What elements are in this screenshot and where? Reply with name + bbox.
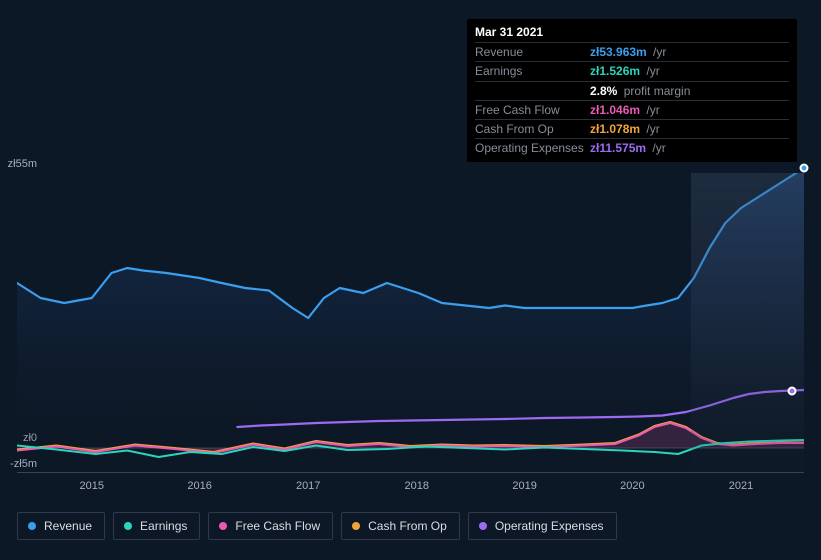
- tooltip-label: Operating Expenses: [475, 140, 590, 156]
- financial-chart[interactable]: [17, 173, 804, 473]
- tooltip-label: [475, 83, 590, 99]
- tooltip-row: Earningszł1.526m /yr: [475, 61, 789, 80]
- legend-item[interactable]: Operating Expenses: [468, 512, 617, 540]
- tooltip-value: zł11.575m /yr: [590, 140, 666, 156]
- legend-item[interactable]: Earnings: [113, 512, 200, 540]
- legend-item[interactable]: Free Cash Flow: [208, 512, 333, 540]
- legend-item[interactable]: Cash From Op: [341, 512, 460, 540]
- legend-label: Cash From Op: [368, 519, 447, 533]
- chart-tooltip: Mar 31 2021 Revenuezł53.963m /yrEarnings…: [467, 19, 797, 162]
- legend-dot-icon: [28, 522, 36, 530]
- tooltip-value: zł53.963m /yr: [590, 44, 666, 60]
- legend-item[interactable]: Revenue: [17, 512, 105, 540]
- tooltip-row: Cash From Opzł1.078m /yr: [475, 119, 789, 138]
- x-axis-label: 2019: [512, 480, 536, 492]
- legend-label: Earnings: [140, 519, 187, 533]
- legend: Revenue Earnings Free Cash Flow Cash From O…: [17, 512, 617, 540]
- tooltip-label: Earnings: [475, 63, 590, 79]
- series-end-marker: [788, 387, 797, 396]
- legend-dot-icon: [479, 522, 487, 530]
- tooltip-value: zł1.526m /yr: [590, 63, 660, 79]
- legend-label: Free Cash Flow: [235, 519, 320, 533]
- x-axis-label: 2020: [620, 480, 644, 492]
- tooltip-row: Revenuezł53.963m /yr: [475, 42, 789, 61]
- legend-dot-icon: [352, 522, 360, 530]
- tooltip-value: zł1.046m /yr: [590, 102, 660, 118]
- tooltip-row: Operating Expenseszł11.575m /yr: [475, 138, 789, 157]
- legend-label: Operating Expenses: [495, 519, 604, 533]
- series-end-marker: [800, 164, 809, 173]
- x-axis-label: 2016: [187, 480, 211, 492]
- x-axis: 2015 2016 2017 2018 2019 2020 2021: [17, 480, 804, 496]
- tooltip-date: Mar 31 2021: [475, 24, 789, 42]
- x-axis-label: 2018: [405, 480, 429, 492]
- tooltip-row: 2.8% profit margin: [475, 81, 789, 100]
- legend-dot-icon: [219, 522, 227, 530]
- chart-svg: [17, 173, 804, 473]
- tooltip-label: Free Cash Flow: [475, 102, 590, 118]
- tooltip-row: Free Cash Flowzł1.046m /yr: [475, 100, 789, 119]
- x-axis-label: 2015: [80, 480, 104, 492]
- y-axis-label: zł55m: [8, 158, 37, 170]
- legend-dot-icon: [124, 522, 132, 530]
- tooltip-label: Cash From Op: [475, 121, 590, 137]
- tooltip-value: 2.8% profit margin: [590, 83, 690, 99]
- tooltip-value: zł1.078m /yr: [590, 121, 660, 137]
- legend-label: Revenue: [44, 519, 92, 533]
- x-axis-label: 2017: [296, 480, 320, 492]
- tooltip-label: Revenue: [475, 44, 590, 60]
- forecast-band: [691, 173, 804, 472]
- x-axis-label: 2021: [729, 480, 753, 492]
